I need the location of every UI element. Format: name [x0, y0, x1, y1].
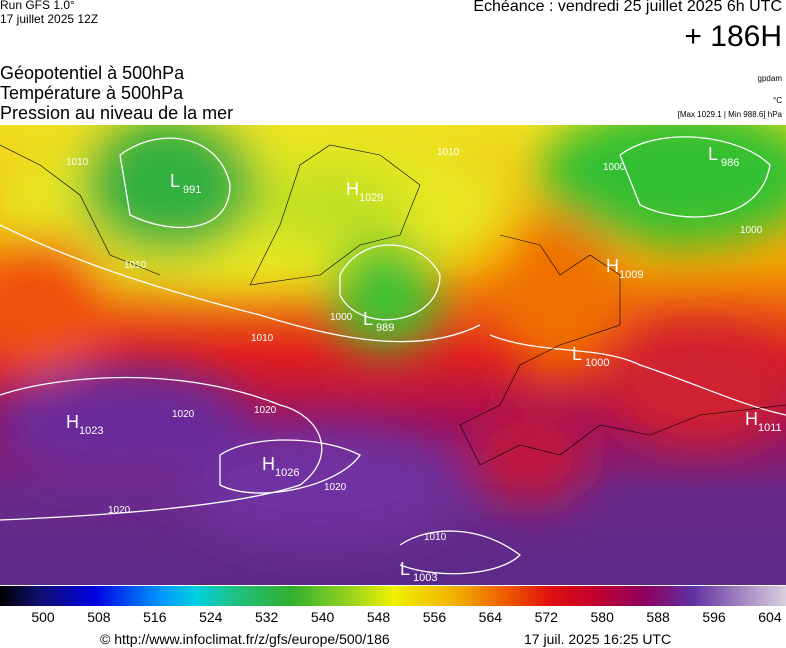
unit: °C [773, 96, 782, 105]
colorbar-label: 588 [646, 609, 670, 625]
center-value: 989 [376, 322, 394, 334]
isobar-label: 1000 [740, 225, 763, 236]
colorbar-label: 532 [254, 609, 279, 625]
isobar-label: 1020 [108, 505, 131, 516]
colorbar-label: 540 [310, 609, 335, 625]
center-letter: L [363, 309, 373, 329]
isobar-label: 1020 [324, 482, 347, 493]
colorbar-label: 580 [590, 609, 614, 625]
center-value: 1000 [585, 357, 609, 369]
colorbar-label: 556 [422, 609, 447, 625]
center-letter: L [400, 559, 410, 579]
center-value: 1011 [758, 422, 782, 434]
center-value: 1026 [275, 467, 299, 479]
isobar-label: 1000 [330, 312, 353, 323]
colorbar-label: 524 [199, 609, 223, 625]
isobar-label: 1010 [437, 147, 460, 158]
colorbar-label: 564 [478, 609, 503, 625]
run: Run GFS 1.0° [0, 0, 75, 12]
center-value: 986 [721, 157, 739, 169]
center-letter: L [572, 344, 582, 364]
title: Pression au niveau de la mer [0, 103, 234, 123]
unit: gpdam [757, 74, 782, 83]
isobar-label: 1010 [424, 532, 447, 543]
center-letter: L [170, 171, 180, 191]
generated: 17 juil. 2025 16:25 UTC [524, 631, 672, 647]
center-letter: L [708, 144, 718, 164]
center-value: 1003 [413, 572, 437, 584]
center-value: 991 [183, 184, 201, 196]
colorbar-label: 604 [758, 609, 782, 625]
isobar-label: 1010 [66, 157, 89, 168]
center-letter: H [346, 179, 359, 199]
isobar-label: 1010 [251, 333, 274, 344]
run-date: 17 juillet 2025 12Z [0, 12, 99, 26]
isobar-label: 1020 [254, 405, 277, 416]
isobar-label: 1020 [172, 409, 195, 420]
center-letter: H [66, 412, 79, 432]
source: © http://www.infoclimat.fr/z/gfs/europe/… [100, 631, 390, 647]
isobar-label: 1010 [124, 260, 147, 271]
colorbar-label: 516 [143, 609, 167, 625]
center-value: 1023 [79, 425, 103, 437]
isobar-label: 1000 [603, 162, 626, 173]
echeance: Echéance : vendredi 25 juillet 2025 6h U… [473, 0, 782, 15]
colorbar [0, 586, 786, 606]
colorbar-label: 548 [366, 609, 391, 625]
title: Géopotentiel à 500hPa [0, 63, 185, 83]
center-letter: H [745, 409, 758, 429]
lead-time: + 186H [684, 20, 782, 53]
center-letter: H [606, 256, 619, 276]
colorbar-label: 508 [87, 609, 111, 625]
title: Température à 500hPa [0, 83, 184, 103]
unit: [Max 1029.1 | Min 988.6] hPa [677, 110, 782, 119]
colorbar-label: 596 [702, 609, 726, 625]
colorbar-label: 572 [534, 609, 558, 625]
center-value: 1029 [359, 192, 383, 204]
colorbar-label: 500 [31, 609, 55, 625]
center-value: 1009 [619, 269, 643, 281]
center-letter: H [262, 454, 275, 474]
